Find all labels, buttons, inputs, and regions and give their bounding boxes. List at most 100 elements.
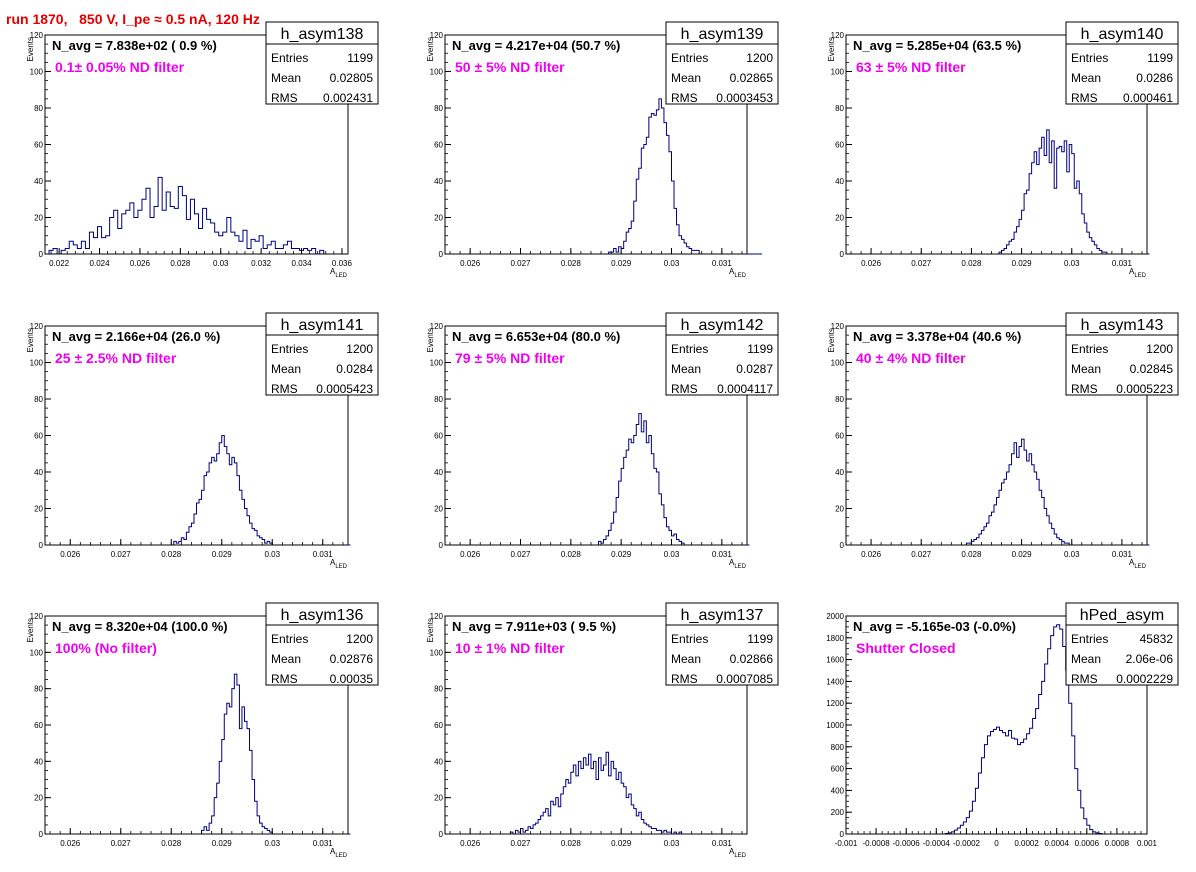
histogram-name: h_asym137 [681, 607, 764, 624]
stats-label: Mean [271, 362, 301, 376]
x-tick-label: 0.031 [1112, 550, 1133, 559]
x-tick-label: 0.029 [212, 550, 233, 559]
y-axis-title: Events [426, 618, 435, 642]
stats-value: 0.02876 [330, 652, 374, 666]
stats-box: h_asym140 Entries 1199 Mean 0.0286 RMS 0.00046… [1065, 21, 1179, 105]
histogram-name: hPed_asym [1080, 607, 1165, 624]
stats-value: 2.06e-06 [1126, 652, 1174, 666]
stats-value: 1199 [747, 342, 773, 356]
stats-value: 45832 [1140, 632, 1174, 646]
stats-frame [1065, 21, 1179, 105]
y-tick-label: 40 [434, 468, 443, 477]
y-tick-label: 100 [831, 68, 845, 77]
filter-note: 40 ± 4% ND filter [856, 350, 966, 366]
x-tick-label: 0.028 [161, 550, 182, 559]
stats-value: 1199 [1147, 51, 1173, 65]
y-tick-label: 200 [831, 808, 845, 817]
y-tick-label: 80 [835, 104, 844, 113]
histogram-series [45, 176, 348, 255]
filter-note: 79 ± 5% ND filter [455, 350, 565, 366]
stats-label: Entries [271, 51, 308, 65]
stats-frame [1065, 312, 1179, 396]
x-tick-label: 0.026 [460, 839, 481, 848]
stats-value: 1200 [746, 51, 773, 65]
stats-value: 0.0286 [1136, 71, 1173, 85]
y-tick-label: 20 [34, 214, 43, 223]
y-tick-label: 0 [39, 250, 44, 259]
x-axis-title: ALED [729, 558, 747, 570]
filter-note: 100% (No filter) [55, 640, 157, 656]
filter-note: 63 ± 5% ND filter [856, 59, 966, 75]
stats-box: h_asym136 Entries 1200 Mean 0.02876 RMS 0.0003… [265, 602, 379, 686]
histogram-panel-h_asym139: 0.026 0.027 0.028 0.029 0.03 0.031 0 20 40 60 80 10… [426, 21, 779, 279]
y-tick-label: 400 [831, 786, 845, 795]
x-tick-label: 0.027 [911, 259, 932, 268]
y-tick-label: 600 [831, 765, 845, 774]
histogram-panel-h_asym138: 0.022 0.024 0.026 0.028 0.03 0.032 0.034 0.036 0… [26, 21, 379, 279]
y-tick-label: 120 [30, 31, 44, 40]
filter-note: Shutter Closed [856, 640, 956, 656]
y-tick-label: 0 [439, 541, 444, 550]
histogram-panel-h_asym143: 0.026 0.027 0.028 0.029 0.03 0.031 0 20 40 60 80 10… [827, 312, 1179, 570]
x-axis-title: ALED [330, 847, 348, 859]
x-tick-label: 0.03 [264, 550, 280, 559]
stats-value: 0.000461 [1123, 91, 1173, 105]
x-tick-label: -0.0008 [863, 839, 891, 848]
x-tick-label: 0.0002 [1014, 839, 1039, 848]
histogram-panel-h_asym141: 0.026 0.027 0.028 0.029 0.03 0.031 0 20 40 60 80 10… [26, 312, 379, 570]
stats-label: Mean [1071, 362, 1101, 376]
y-tick-label: 40 [34, 468, 43, 477]
y-tick-label: 100 [30, 359, 44, 368]
y-tick-label: 1200 [826, 699, 844, 708]
y-tick-label: 100 [430, 68, 444, 77]
x-tick-label: 0.029 [611, 259, 632, 268]
y-tick-label: 40 [34, 177, 43, 186]
stats-label: Entries [671, 342, 708, 356]
x-tick-label: -0.0002 [953, 839, 981, 848]
stats-value: 0.0003453 [716, 91, 773, 105]
y-tick-label: 60 [34, 141, 43, 150]
x-tick-label: 0.027 [510, 839, 531, 848]
x-axis-title: ALED [330, 558, 348, 570]
x-tick-label: 0.031 [712, 550, 733, 559]
stats-box: h_asym138 Entries 1199 Mean 0.02805 RMS 0.0024… [265, 21, 379, 105]
stats-value: 0.0287 [736, 362, 773, 376]
stats-label: RMS [271, 672, 298, 686]
stats-label: Entries [1071, 342, 1108, 356]
stats-frame [265, 602, 379, 686]
stats-label: Mean [671, 362, 701, 376]
histogram-series [45, 673, 351, 835]
y-tick-label: 1800 [826, 634, 844, 643]
stats-label: Entries [671, 51, 708, 65]
x-tick-label: 0.03 [664, 839, 680, 848]
stats-value: 1199 [347, 51, 373, 65]
x-tick-label: 0.028 [561, 259, 582, 268]
stats-value: 0.002431 [323, 91, 373, 105]
y-tick-label: 0 [840, 250, 845, 259]
y-tick-label: 80 [434, 395, 443, 404]
x-tick-label: 0.03 [1064, 259, 1080, 268]
histogram-panel-h_asym137: 0.026 0.027 0.028 0.029 0.03 0.031 0 20 40 60 80 10… [426, 602, 779, 859]
stats-value: 0.0284 [336, 362, 373, 376]
x-tick-label: 0.026 [60, 839, 81, 848]
histogram-name: h_asym139 [681, 26, 764, 43]
stats-label: RMS [271, 91, 298, 105]
y-tick-label: 80 [34, 104, 43, 113]
stats-value: 0.0002229 [1116, 672, 1173, 686]
stats-frame [665, 21, 779, 105]
y-axis-title: Events [26, 328, 35, 352]
y-tick-label: 20 [835, 505, 844, 514]
y-tick-label: 80 [34, 395, 43, 404]
y-tick-label: 1600 [826, 656, 844, 665]
y-axis-title: Events [426, 37, 435, 61]
stats-label: RMS [271, 382, 298, 396]
y-tick-label: 120 [430, 31, 444, 40]
y-tick-label: 80 [34, 685, 43, 694]
x-tick-label: 0.031 [313, 839, 334, 848]
stats-box: hPed_asym Entries 45832 Mean 2.06e-06 RMS 0.00… [1065, 602, 1179, 686]
y-tick-label: 80 [434, 685, 443, 694]
y-tick-label: 120 [831, 322, 845, 331]
stats-label: RMS [671, 672, 698, 686]
y-tick-label: 60 [34, 721, 43, 730]
